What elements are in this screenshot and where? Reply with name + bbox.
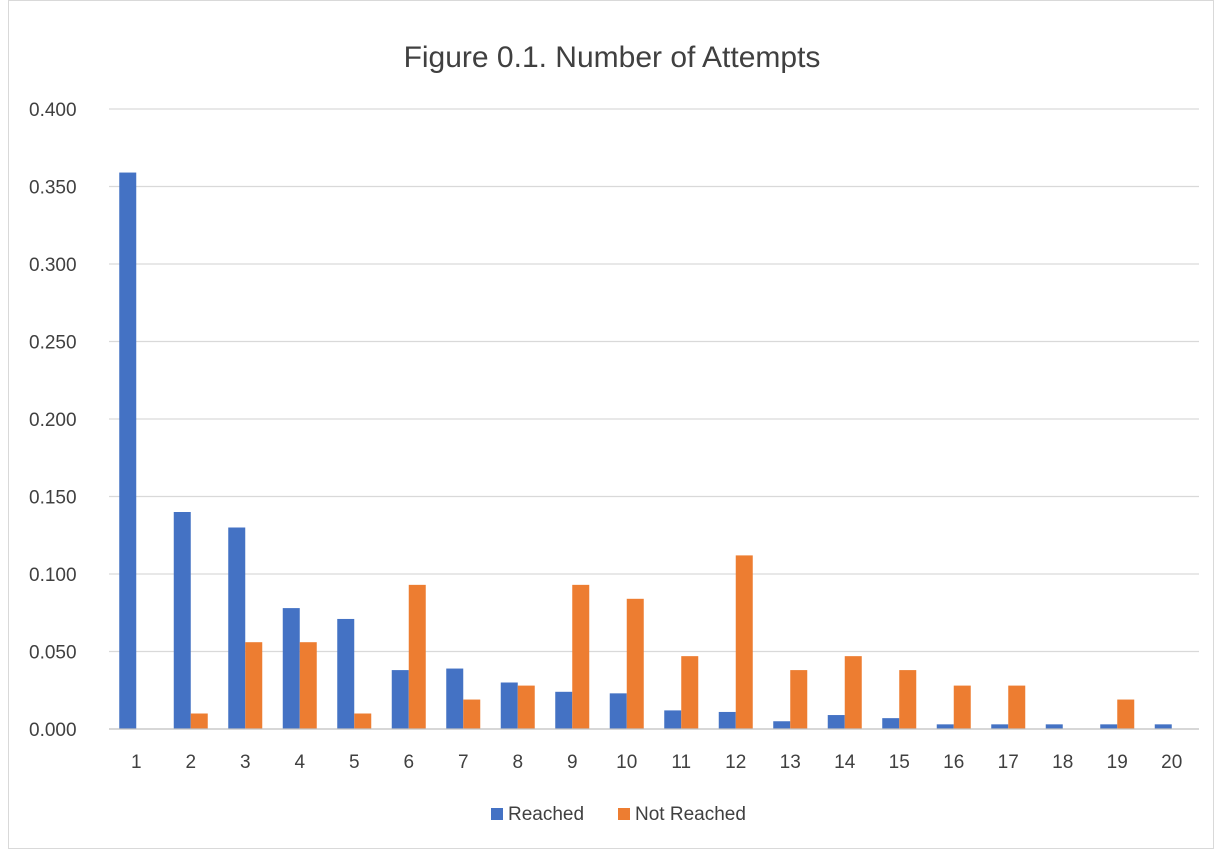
bar-reached	[718, 711, 736, 729]
bar-reached	[337, 618, 355, 729]
bar-reached	[609, 693, 627, 729]
bar-reached	[664, 710, 682, 729]
x-tick-label: 3	[240, 752, 251, 773]
bar-not-reached	[299, 642, 317, 729]
x-tick-label: 2	[185, 752, 196, 773]
bar-not-reached	[844, 656, 862, 729]
gridlines	[109, 108, 1199, 653]
x-tick-label: 13	[780, 752, 801, 773]
y-tick-label: 0.350	[29, 178, 77, 199]
bar-not-reached	[1117, 699, 1135, 729]
legend-label: Not Reached	[635, 804, 746, 825]
bar-reached	[1100, 724, 1118, 729]
bar-reached	[173, 512, 191, 729]
bar-reached	[773, 721, 791, 729]
y-tick-label: 0.150	[29, 488, 77, 509]
y-tick-label: 0.400	[29, 100, 77, 121]
x-tick-label: 6	[403, 752, 414, 773]
bar-not-reached	[681, 656, 699, 729]
x-tick-label: 11	[671, 752, 691, 773]
bar-reached	[827, 715, 845, 729]
bar-reached	[282, 608, 300, 729]
bar-not-reached	[190, 713, 208, 729]
x-tick-label: 16	[943, 752, 964, 773]
bar-reached	[991, 724, 1009, 729]
bar-reached	[936, 724, 954, 729]
x-tick-label: 5	[349, 752, 360, 773]
bar-reached	[228, 527, 246, 729]
legend-swatch	[618, 808, 630, 820]
y-tick-label: 0.000	[29, 720, 77, 741]
legend: Reached Not Reached	[491, 804, 746, 825]
x-tick-label: 18	[1052, 752, 1073, 773]
bar-not-reached	[899, 670, 917, 729]
x-tick-label: 10	[616, 752, 637, 773]
bar-reached	[119, 172, 137, 730]
bars	[119, 172, 1172, 730]
x-tick-label: 9	[567, 752, 578, 773]
bar-not-reached	[572, 584, 590, 729]
x-tick-label: 8	[512, 752, 523, 773]
y-tick-label: 0.100	[29, 565, 77, 586]
bar-not-reached	[1008, 685, 1026, 729]
bar-not-reached	[245, 642, 263, 729]
bar-not-reached	[626, 598, 644, 729]
legend-label: Reached	[508, 804, 584, 825]
x-tick-label: 1	[131, 752, 142, 773]
bar-reached	[446, 668, 464, 729]
y-axis-tick-labels: 0.000 0.050 0.100 0.150 0.200 0.250 0.300 0.350…	[29, 100, 77, 741]
x-tick-label: 15	[889, 752, 910, 773]
y-tick-label: 0.250	[29, 333, 77, 354]
x-tick-label: 20	[1161, 752, 1182, 773]
bar-reached	[1045, 724, 1063, 729]
x-tick-label: 14	[834, 752, 856, 773]
x-tick-label: 17	[998, 752, 1019, 773]
y-tick-label: 0.200	[29, 410, 77, 431]
bar-not-reached	[735, 555, 753, 729]
bar-not-reached	[354, 713, 372, 729]
x-axis-tick-labels: 1 2 3 4 5 6 7 8 9 10 11 12 13 14 15 16 17 18 19 20	[131, 752, 1182, 773]
chart-frame: Figure 0.1. Number of Attempts 0.000 0.05…	[8, 0, 1214, 849]
bar-reached	[391, 670, 409, 729]
x-tick-label: 7	[458, 752, 469, 773]
bar-not-reached	[517, 685, 535, 729]
bar-reached	[555, 691, 573, 729]
chart-title: Figure 0.1. Number of Attempts	[404, 41, 821, 74]
bar-not-reached	[463, 699, 481, 729]
x-tick-label: 19	[1107, 752, 1128, 773]
y-tick-label: 0.050	[29, 643, 77, 664]
bar-reached	[1154, 724, 1172, 729]
bar-not-reached	[408, 584, 426, 729]
bar-not-reached	[953, 685, 971, 729]
bar-reached	[882, 718, 900, 729]
x-tick-label: 4	[294, 752, 305, 773]
bar-not-reached	[790, 670, 808, 729]
legend-swatch	[491, 808, 503, 820]
x-tick-label: 12	[725, 752, 746, 773]
bar-reached	[500, 682, 518, 729]
bar-chart: Figure 0.1. Number of Attempts 0.000 0.05…	[29, 41, 1199, 825]
y-tick-label: 0.300	[29, 255, 77, 276]
